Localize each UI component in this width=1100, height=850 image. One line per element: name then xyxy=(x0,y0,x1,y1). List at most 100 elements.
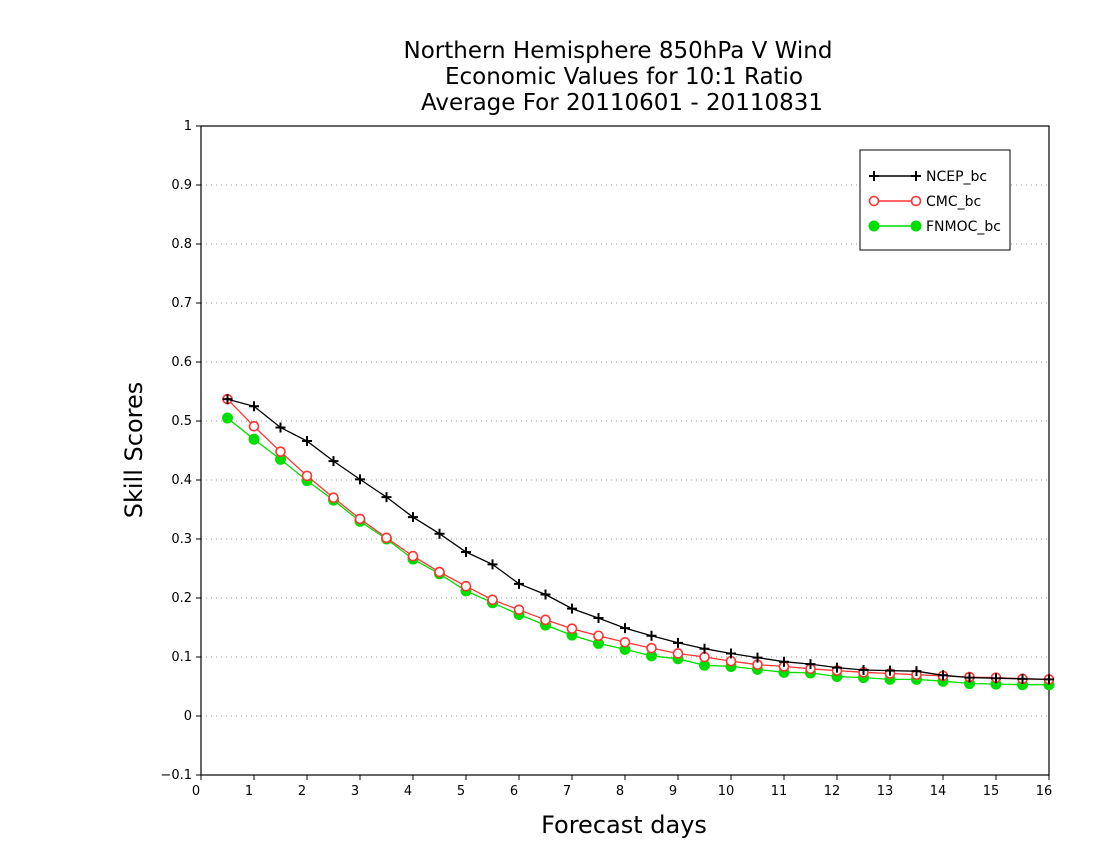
title-line-2: Economic Values for 10:1 Ratio xyxy=(445,64,803,90)
title-line-1: Northern Hemisphere 850hPa V Wind xyxy=(404,38,833,64)
data-point xyxy=(275,422,286,433)
data-point xyxy=(752,652,763,663)
data-point xyxy=(248,433,260,445)
axes: −0.100.10.20.30.40.50.60.70.80.910 1 2 3 4 5 6… xyxy=(160,119,1052,799)
x-tick-label: 13 xyxy=(877,784,894,799)
legend-entry: FNMOC_bc xyxy=(868,219,1001,235)
x-tick-label: 1 xyxy=(245,784,253,799)
x-tick-label: 11 xyxy=(771,784,788,799)
y-tick-label: 0.6 xyxy=(171,355,192,370)
legend-marker xyxy=(868,195,880,207)
y-tick-label: 1 xyxy=(184,119,192,134)
x-axis-label: Forecast days xyxy=(541,811,707,839)
data-point xyxy=(885,665,895,676)
data-point xyxy=(354,513,366,525)
y-tick-label: 0.1 xyxy=(171,650,192,665)
data-point xyxy=(381,492,392,503)
data-point xyxy=(434,566,445,578)
data-series xyxy=(222,393,1055,691)
x-tick-label: 16 xyxy=(1036,784,1053,799)
data-point xyxy=(248,421,260,432)
x-tick-label: 4 xyxy=(404,784,412,799)
data-point xyxy=(699,643,710,654)
legend-marker xyxy=(868,220,880,232)
data-point xyxy=(726,648,736,659)
y-tick-label: 0.2 xyxy=(171,591,192,606)
data-point xyxy=(328,492,339,504)
legend: NCEP_bc CMC_bc FNMOC_bc xyxy=(859,149,1011,251)
data-point xyxy=(779,656,789,667)
data-point xyxy=(487,594,498,606)
legend-marker xyxy=(910,220,922,232)
series-line xyxy=(227,398,1050,681)
data-point xyxy=(699,651,710,663)
data-point xyxy=(434,528,445,539)
x-tick-label: 10 xyxy=(718,784,735,799)
data-point xyxy=(673,637,683,648)
series-fnmoc-bc xyxy=(222,412,1055,691)
legend-marker xyxy=(910,195,922,207)
data-point xyxy=(858,664,869,675)
data-point xyxy=(593,630,604,642)
data-point xyxy=(964,672,975,683)
y-tick-label: 0.7 xyxy=(171,296,192,311)
data-point xyxy=(620,623,630,634)
data-point xyxy=(1044,674,1054,685)
y-tick-label: 0.4 xyxy=(171,473,192,488)
data-point xyxy=(540,614,551,626)
data-point xyxy=(911,666,922,677)
data-point xyxy=(567,603,577,614)
data-point xyxy=(1017,673,1028,684)
y-tick-label: 0.9 xyxy=(171,178,192,193)
x-tick-label: 3 xyxy=(351,784,359,799)
data-point xyxy=(805,659,816,670)
data-point xyxy=(646,630,657,641)
data-point xyxy=(461,546,471,557)
x-tick-label: 15 xyxy=(983,784,1000,799)
data-point xyxy=(672,648,684,659)
data-point xyxy=(408,512,418,523)
legend-marker xyxy=(869,171,879,181)
data-point xyxy=(540,589,551,600)
legend-entry: NCEP_bc xyxy=(869,169,987,185)
data-point xyxy=(249,401,259,412)
title-line-3: Average For 20110601 - 20110831 xyxy=(421,90,823,116)
x-tick-label: 8 xyxy=(616,784,624,799)
x-tick-label: 14 xyxy=(930,784,947,799)
y-tick-label: 0.8 xyxy=(171,237,192,252)
data-point xyxy=(991,673,1001,684)
data-point xyxy=(275,446,286,457)
data-point xyxy=(566,623,578,634)
data-point xyxy=(222,394,233,405)
series-cmc-bc xyxy=(222,393,1055,685)
x-tick-label: 7 xyxy=(563,784,571,799)
y-tick-label: 0.5 xyxy=(171,414,192,429)
data-point xyxy=(460,580,472,592)
data-point xyxy=(487,559,498,570)
x-tick-label: 0 xyxy=(192,784,200,799)
legend-box xyxy=(859,149,1011,251)
legend-entry: CMC_bc xyxy=(868,194,981,210)
data-point xyxy=(301,470,313,482)
data-point xyxy=(302,436,312,447)
data-point xyxy=(222,412,233,424)
grid-lines xyxy=(201,184,1049,717)
legend-label: CMC_bc xyxy=(926,194,981,210)
data-point xyxy=(355,474,365,485)
y-tick-label: −0.1 xyxy=(160,768,192,783)
series-line xyxy=(227,398,1050,681)
series-ncep-bc xyxy=(222,394,1054,685)
legend-label: FNMOC_bc xyxy=(926,219,1001,235)
data-point xyxy=(593,613,604,624)
data-point xyxy=(832,662,842,673)
data-point xyxy=(513,604,525,616)
data-point xyxy=(619,636,631,648)
legend-label: NCEP_bc xyxy=(926,169,987,185)
data-point xyxy=(938,670,948,681)
data-point xyxy=(407,550,419,562)
x-tick-label: 5 xyxy=(457,784,465,799)
data-point xyxy=(328,456,339,467)
data-point xyxy=(381,532,392,544)
x-tick-label: 6 xyxy=(510,784,518,799)
